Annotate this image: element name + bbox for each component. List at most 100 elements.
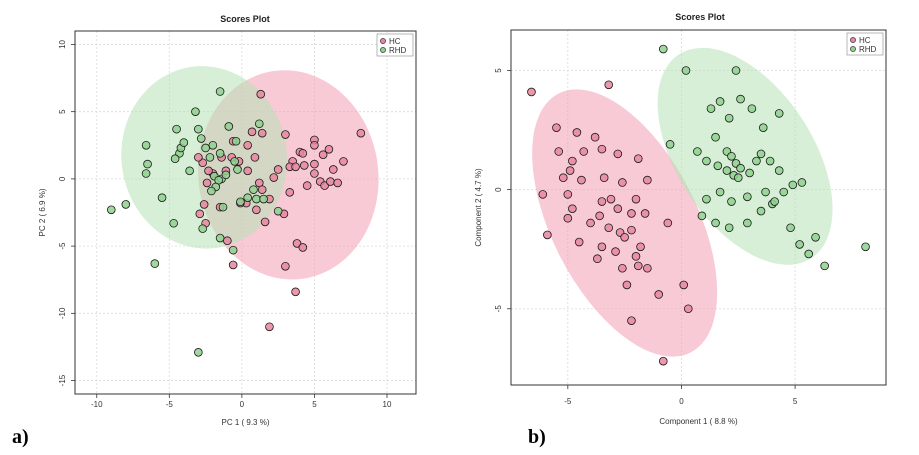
data-point-rhd — [795, 240, 804, 249]
data-point-hc — [257, 128, 267, 138]
panel-a: Scores Plot -10 -5 0 5 10 -15 -10 -5 0 5 10 PC 1 ( 9… — [38, 14, 417, 427]
data-point-rhd — [252, 194, 261, 204]
legend-marker-rhd — [850, 46, 856, 52]
data-point-rhd — [779, 187, 789, 197]
data-point-rhd — [185, 166, 194, 176]
data-point-rhd — [727, 151, 736, 161]
legend-label-hc: HC — [389, 37, 401, 46]
data-point-rhd — [143, 159, 152, 169]
data-point-rhd — [141, 169, 151, 178]
data-point-rhd — [230, 157, 239, 166]
data-point-hc — [599, 173, 609, 183]
data-point-hc — [228, 260, 238, 270]
data-point-rhd — [196, 134, 206, 143]
x-tick-label: -10 — [91, 400, 103, 409]
data-point-rhd — [697, 211, 707, 221]
data-point-rhd — [756, 206, 766, 216]
data-point-hc — [320, 181, 329, 190]
data-point-hc — [243, 140, 252, 150]
data-point-rhd — [861, 242, 870, 252]
data-point-rhd — [231, 136, 241, 146]
data-point-hc — [202, 178, 212, 188]
data-point-rhd — [788, 180, 798, 190]
y-tick-label: -10 — [58, 307, 67, 319]
data-point-rhd — [207, 186, 216, 196]
data-point-hc — [292, 239, 302, 248]
data-point-rhd — [259, 194, 268, 204]
data-point-hc — [622, 280, 632, 290]
data-point-rhd — [249, 185, 258, 194]
data-point-hc — [568, 204, 577, 213]
data-point-rhd — [221, 170, 231, 180]
plot-frame — [510, 29, 887, 386]
data-point-hc — [640, 209, 650, 218]
data-point-hc — [302, 181, 312, 190]
legend-label-rhd: RHD — [389, 46, 407, 55]
data-point-hc — [291, 287, 300, 297]
data-point-hc — [577, 175, 586, 185]
panel-b-label: b) — [528, 426, 546, 448]
legend-marker-hc — [850, 37, 856, 43]
data-point-hc — [636, 242, 645, 252]
y-tick-label: -5 — [494, 305, 503, 313]
panel-b: Scores Plot -5 0 5 -5 0 5 Component 1 ( 8.8 %) C… — [474, 12, 887, 426]
legend-label-rhd: RHD — [859, 45, 877, 54]
data-point-rhd — [736, 163, 745, 173]
y-axis-label: Component 2 ( 4.7 %) — [474, 168, 483, 247]
data-point-hc — [679, 280, 689, 290]
data-point-rhd — [761, 187, 770, 197]
data-point-hc — [643, 175, 652, 185]
data-point-hc — [269, 173, 279, 182]
data-point-hc — [243, 166, 252, 176]
data-point-hc — [565, 166, 575, 175]
data-point-hc — [568, 156, 577, 166]
data-point-hc — [590, 132, 600, 142]
y-tick-label: -5 — [58, 242, 67, 250]
data-point-rhd — [157, 193, 167, 203]
data-point-hc — [265, 322, 274, 332]
data-point-rhd — [713, 161, 723, 171]
data-point-rhd — [724, 223, 734, 233]
plot-frame — [74, 30, 417, 395]
data-point-rhd — [172, 124, 181, 134]
data-point-hc — [606, 194, 616, 204]
data-point-hc — [260, 217, 270, 227]
data-point-rhd — [169, 218, 178, 228]
data-point-rhd — [797, 178, 807, 187]
data-point-rhd — [106, 205, 116, 215]
data-point-rhd — [273, 206, 283, 216]
data-point-hc — [318, 150, 328, 159]
data-point-hc — [683, 304, 693, 314]
data-point-rhd — [715, 97, 725, 106]
data-point-rhd — [727, 197, 736, 206]
data-point-rhd — [702, 194, 711, 204]
data-point-hc — [195, 209, 205, 219]
data-point-hc — [204, 166, 213, 176]
data-point-hc — [618, 263, 627, 273]
data-point-hc — [572, 128, 582, 137]
confidence-ellipse-rhd — [657, 47, 833, 265]
y-tick-label: -15 — [58, 374, 67, 386]
plot-title: Scores Plot — [675, 12, 725, 22]
legend-box — [846, 32, 884, 56]
data-point-hc — [574, 237, 584, 247]
data-point-hc — [256, 89, 266, 99]
data-point-rhd — [736, 94, 745, 104]
data-point-rhd — [765, 156, 775, 166]
data-point-rhd — [201, 143, 210, 153]
data-point-rhd — [224, 122, 234, 131]
y-tick-label: 0 — [494, 187, 503, 192]
data-point-hc — [252, 205, 261, 215]
x-tick-label: 10 — [383, 400, 392, 409]
data-point-rhd — [121, 200, 131, 209]
data-point-rhd — [194, 348, 203, 357]
data-point-hc — [597, 242, 607, 252]
data-point-rhd — [770, 197, 779, 206]
data-point-rhd — [774, 109, 784, 118]
data-point-hc — [281, 261, 290, 271]
data-point-hc — [658, 356, 668, 366]
legend-box — [376, 33, 414, 57]
data-point-rhd — [758, 123, 768, 132]
x-axis-label: Component 1 ( 8.8 %) — [659, 417, 738, 426]
data-point-rhd — [194, 124, 203, 134]
